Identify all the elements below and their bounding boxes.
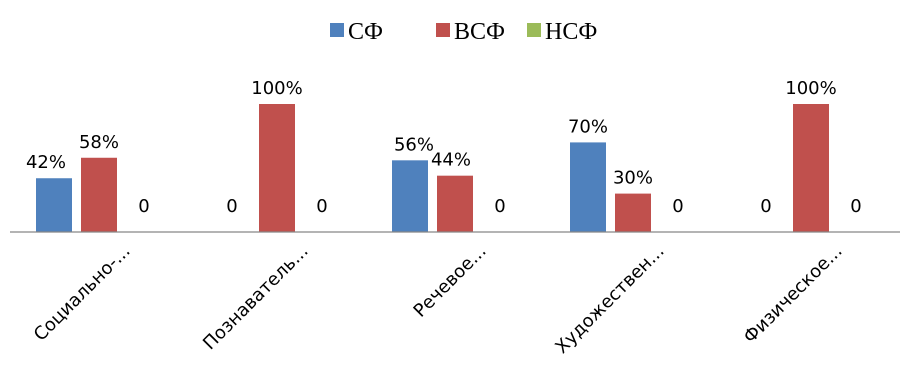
data-label-2-1: 58% — [79, 132, 119, 153]
data-label-2-3: 44% — [431, 150, 471, 171]
legend-swatch-2 — [436, 23, 450, 37]
data-label-3-2: 0 — [316, 196, 327, 217]
data-label-3-3: 0 — [494, 196, 505, 217]
data-label-1-3: 56% — [394, 134, 434, 155]
data-label-1-1: 42% — [26, 152, 66, 173]
data-label-1-2: 0 — [226, 196, 237, 217]
data-label-2-5: 100% — [785, 78, 836, 99]
data-label-2-2: 100% — [251, 78, 302, 99]
bar-2-5 — [793, 104, 829, 232]
data-label-2-4: 30% — [613, 168, 653, 189]
legend-swatch-1 — [330, 23, 344, 37]
bar-2-1 — [81, 157, 117, 232]
category-labels: Социально-... Познаватель... Речевое... Худ… — [30, 241, 847, 358]
data-label-3-1: 0 — [138, 196, 149, 217]
category-label-4: Художествен... — [551, 241, 668, 358]
data-label-3-4: 0 — [672, 196, 683, 217]
bar-1-4 — [570, 142, 606, 232]
legend-label-1: СФ — [348, 19, 383, 45]
category-label-2: Познаватель... — [199, 241, 312, 354]
data-label-3-5: 0 — [850, 196, 861, 217]
category-label-1: Социально-... — [30, 241, 135, 346]
data-labels: 42% 58% 0 0 100% 0 56%44% 0 70% 30% 0 0 100% 0 — [26, 78, 862, 217]
legend-label-3: НСФ — [545, 19, 597, 45]
legend-swatch-3 — [527, 23, 541, 37]
data-label-1-4: 70% — [568, 116, 608, 137]
legend: СФ ВСФ НСФ — [330, 19, 597, 45]
bar-2-3 — [437, 175, 473, 232]
bar-2-2 — [259, 104, 295, 232]
data-label-1-5: 0 — [760, 196, 771, 217]
bars — [36, 104, 829, 232]
bar-1-3 — [392, 160, 428, 232]
bar-2-4 — [615, 193, 651, 232]
legend-label-2: ВСФ — [454, 19, 505, 45]
category-label-3: Речевое... — [410, 241, 491, 322]
bar-1-1 — [36, 178, 72, 232]
category-label-5: Физическое... — [740, 241, 847, 348]
